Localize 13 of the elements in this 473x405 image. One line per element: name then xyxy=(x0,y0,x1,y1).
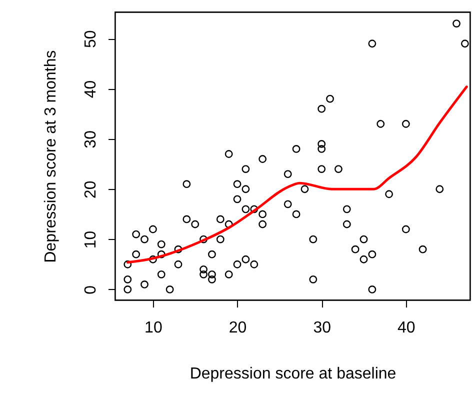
y-tick-label: 0 xyxy=(82,285,100,294)
y-tick-label: 20 xyxy=(82,180,100,199)
x-tick-label: 10 xyxy=(144,320,162,336)
y-tick-label: 50 xyxy=(82,30,100,48)
y-tick-label: 10 xyxy=(82,230,100,249)
y-axis-title: Depression score at 3 months xyxy=(42,50,60,263)
x-axis-title: Depression score at baseline xyxy=(190,366,396,382)
x-tick-label: 30 xyxy=(313,320,332,336)
y-tick-label: 40 xyxy=(82,80,100,98)
y-tick-label: 30 xyxy=(82,130,100,148)
line-series xyxy=(126,86,468,264)
x-tick-label: 20 xyxy=(228,320,247,336)
x-tick-label: 40 xyxy=(398,320,416,336)
